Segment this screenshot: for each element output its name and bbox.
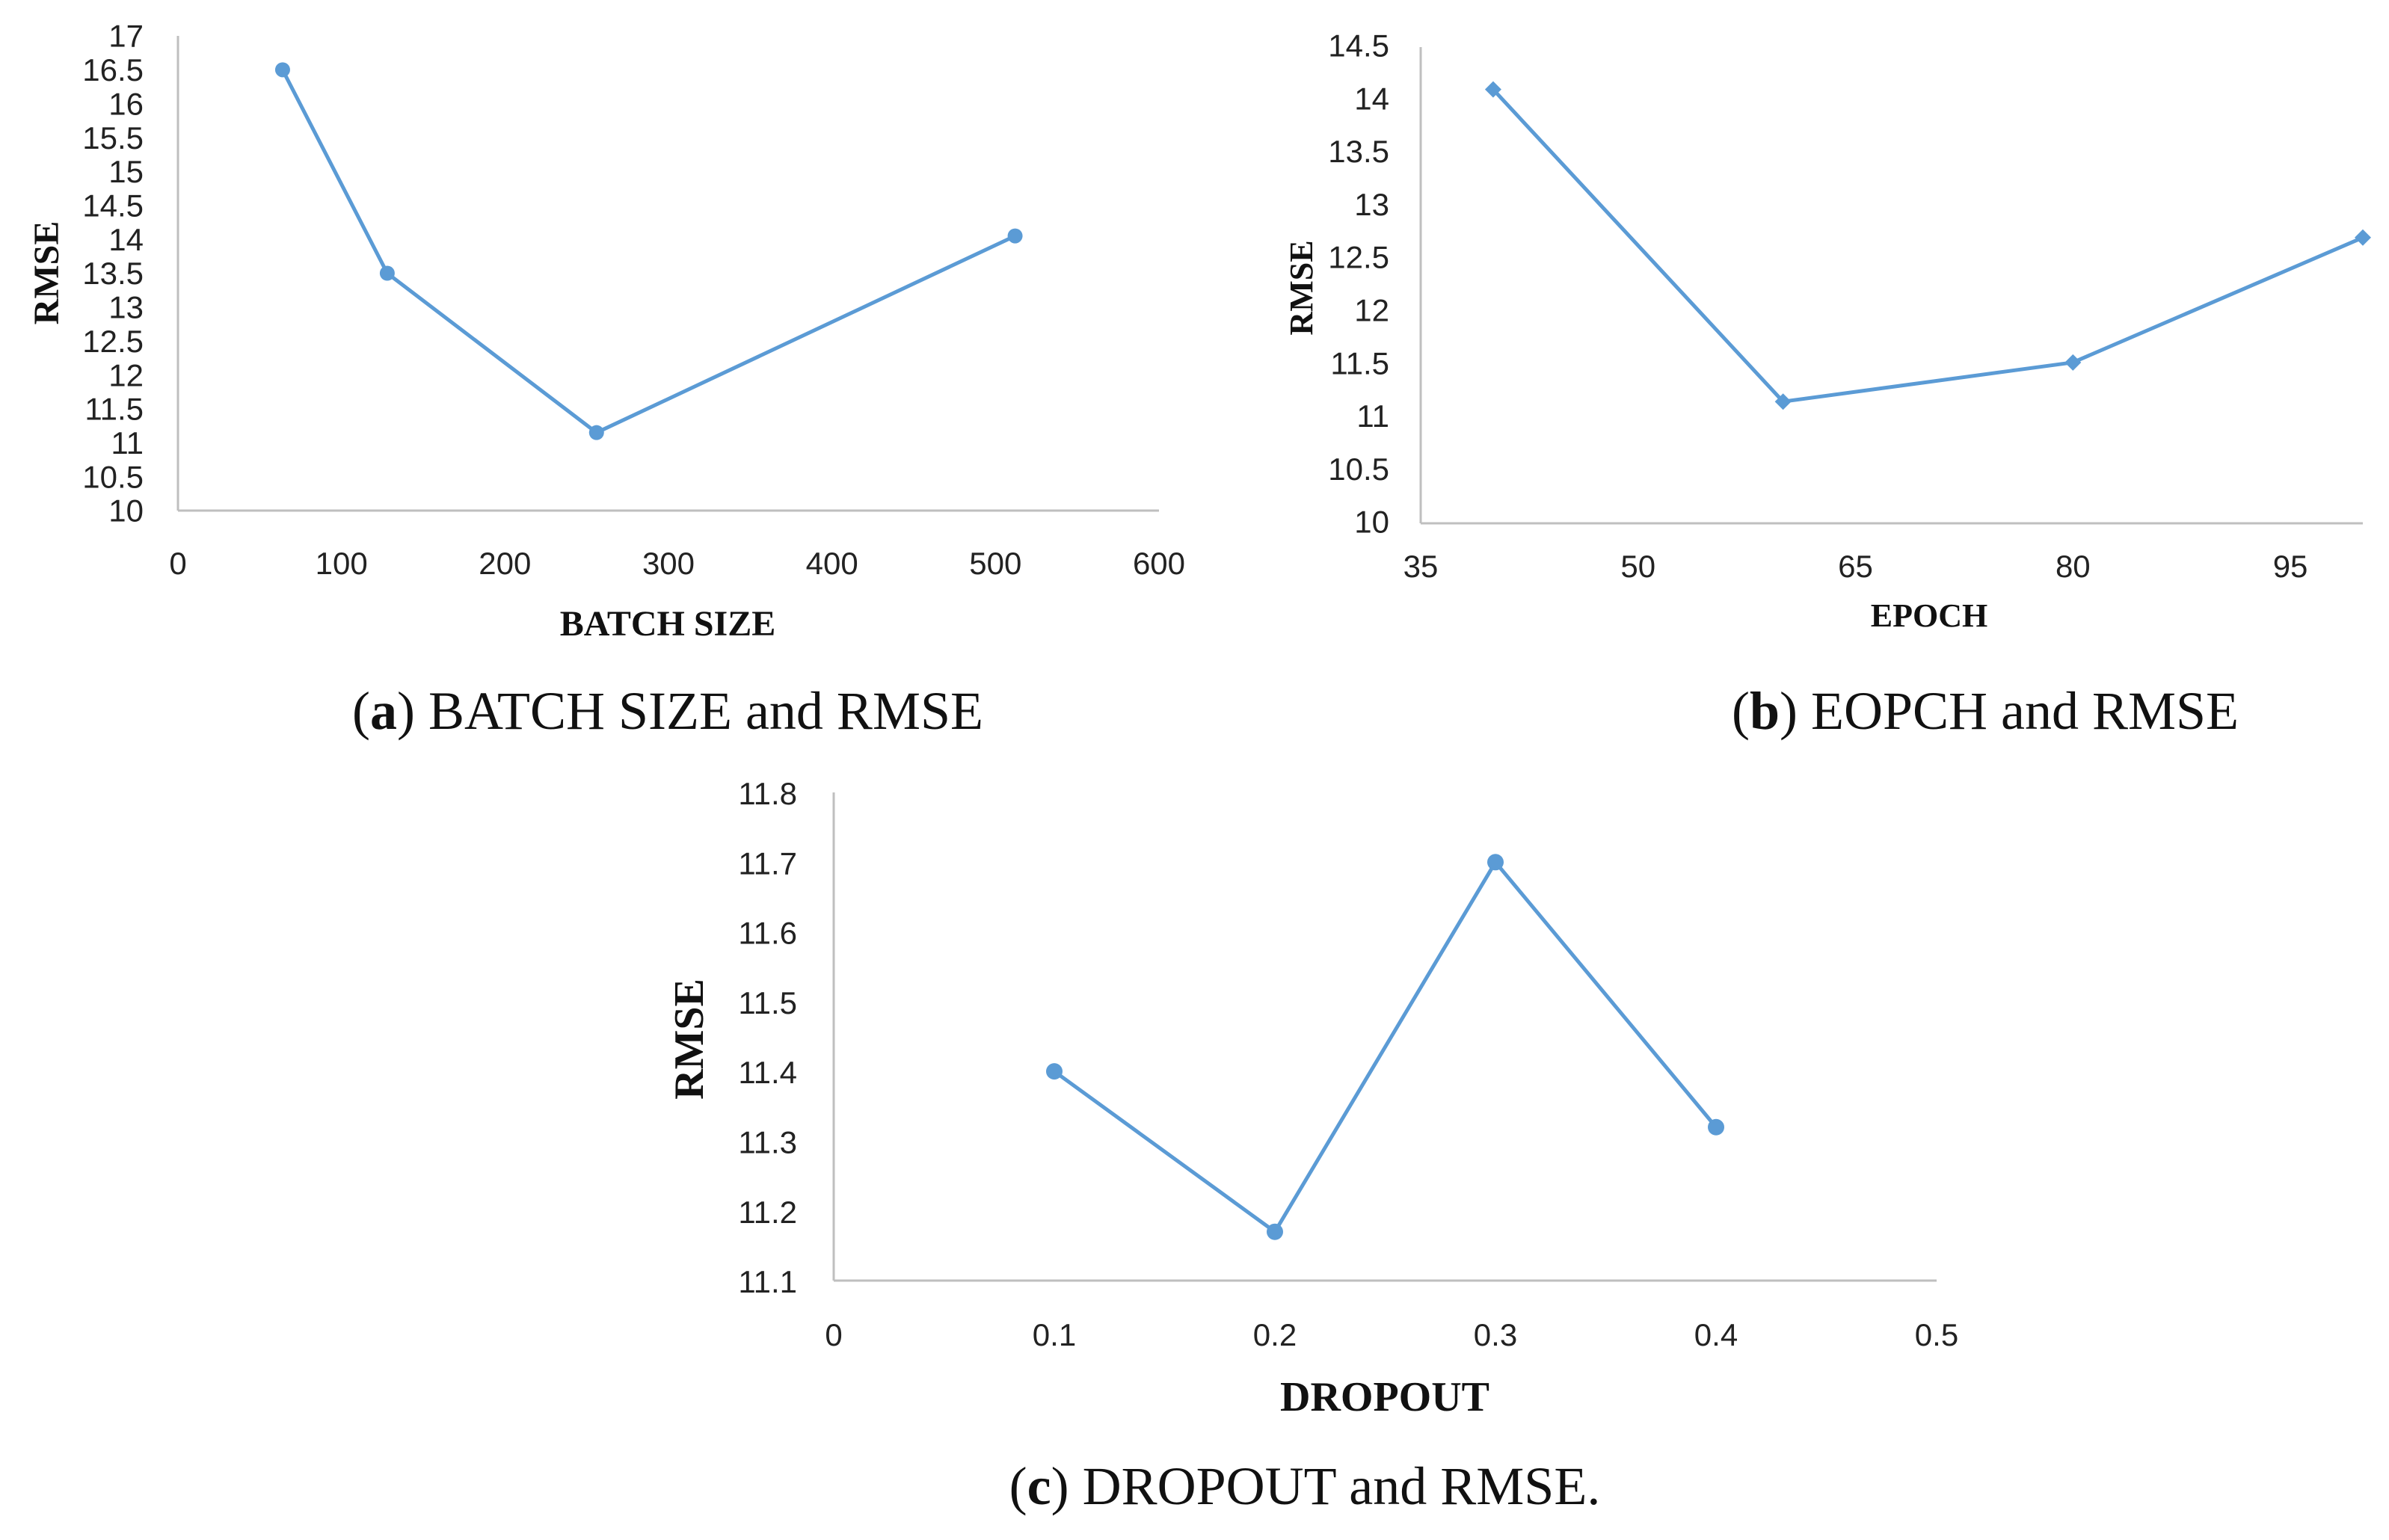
panel-c-x-tick-label: 0.1: [1033, 1317, 1076, 1352]
panel-b-plot-area: [1484, 81, 2371, 410]
panel-b-caption-text: EOPCH and RMSE: [1798, 681, 2239, 741]
panel-a-x-ticks: 0 100 200 300 400 500 600: [169, 546, 1185, 581]
panel-b-y-tick-label: 14.5: [1328, 28, 1389, 64]
panel-a-y-tick-label: 16: [108, 86, 144, 121]
panel-c-data-point: [1046, 1063, 1063, 1080]
panel-a-y-tick-label: 11: [111, 425, 144, 461]
panel-a-data-point: [1007, 228, 1023, 244]
panel-b-x-tick-label: 80: [2056, 549, 2091, 584]
panel-b-x-tick-label: 65: [1838, 549, 1873, 584]
panel-c-y-tick-label: 11.3: [738, 1125, 797, 1160]
panel-c-x-tick-label: 0.2: [1253, 1317, 1297, 1352]
panel-a-y-axis-title: RMSE: [27, 221, 67, 325]
panel-c-y-ticks: 11.1 11.2 11.3 11.4 11.5 11.6 11.7 11.8: [738, 776, 797, 1299]
panel-b-y-axis-title: RMSE: [1283, 240, 1320, 335]
panel-a-y-tick-label: 12.5: [82, 324, 144, 359]
panel-b-y-tick-label: 10: [1354, 505, 1389, 540]
panel-a-y-tick-label: 12: [108, 357, 144, 392]
panel-c-plot-area: [1046, 854, 1724, 1240]
panel-b-series-line: [1492, 87, 2364, 404]
panel-a-y-tick-label: 10.5: [82, 459, 144, 494]
panel-c-y-tick-label: 11.7: [738, 846, 797, 881]
panel-a-x-tick-label: 600: [1133, 546, 1185, 581]
panel-b-data-point: [2064, 354, 2082, 371]
panel-a-x-tick-label: 300: [642, 546, 695, 581]
panel-c-y-tick-label: 11.4: [738, 1055, 797, 1090]
panel-a-caption-text: BATCH SIZE and RMSE: [415, 681, 983, 741]
panel-b-caption: (b) EOPCH and RMSE: [1732, 681, 2239, 741]
panel-c-y-tick-label: 11.1: [738, 1264, 797, 1299]
panel-b-y-tick-label: 10.5: [1328, 452, 1389, 487]
panel-b-x-tick-label: 95: [2273, 549, 2308, 584]
panel-c-y-tick-label: 11.5: [738, 985, 797, 1020]
panel-a-x-tick-label: 400: [806, 546, 858, 581]
panel-c-series-line: [1053, 860, 1718, 1234]
panel-c: 11.1 11.2 11.3 11.4 11.5 11.6 11.7 11.8 0 0.1 0.2…: [666, 776, 1958, 1516]
panel-c-x-ticks: 0 0.1 0.2 0.3 0.4 0.5: [825, 1317, 1958, 1352]
panel-a-caption-letter: a: [370, 681, 397, 741]
panel-c-data-point: [1487, 854, 1504, 871]
panel-a-data-point: [379, 265, 395, 281]
panel-a-y-tick-label: 10: [108, 493, 144, 529]
panel-b-data-point: [1774, 393, 1792, 410]
panel-b-caption-letter: b: [1750, 681, 1780, 741]
panel-c-y-tick-label: 11.8: [738, 776, 797, 811]
panel-b-y-tick-label: 13: [1354, 187, 1389, 222]
panel-c-caption: (c) DROPOUT and RMSE.: [1009, 1456, 1601, 1516]
panel-c-x-axis-title: DROPOUT: [1280, 1374, 1489, 1420]
panel-a-y-tick-label: 14: [108, 222, 144, 257]
panel-a-y-tick-label: 13.5: [82, 256, 144, 291]
panel-b: 10 10.5 11 11.5 12 12.5 13 13.5 14 14.5 35 50 65 80 9…: [1283, 28, 2371, 741]
panel-b-y-tick-label: 12: [1354, 292, 1389, 327]
panel-a-caption: (a) BATCH SIZE and RMSE: [352, 681, 983, 741]
panel-a-series-line: [280, 69, 1016, 435]
panel-a-y-tick-label: 11.5: [84, 392, 144, 427]
panel-c-y-tick-label: 11.6: [738, 916, 797, 951]
panel-b-x-axis-title: EPOCH: [1871, 597, 1987, 634]
panel-b-x-ticks: 35 50 65 80 95: [1403, 549, 2308, 584]
panel-a: 1010.51111.51212.51313.51414.51515.51616…: [27, 19, 1185, 741]
panel-b-y-tick-label: 12.5: [1328, 240, 1389, 275]
panel-a-x-tick-label: 200: [479, 546, 531, 581]
panel-b-y-ticks: 10 10.5 11 11.5 12 12.5 13 13.5 14 14.5: [1328, 28, 1389, 540]
panel-a-data-point: [588, 425, 604, 440]
panel-c-x-tick-label: 0.3: [1474, 1317, 1517, 1352]
panel-a-y-tick-label: 13: [108, 290, 144, 325]
panel-c-data-point: [1267, 1223, 1283, 1240]
panel-c-data-point: [1708, 1118, 1724, 1136]
panel-c-x-tick-label: 0.4: [1694, 1317, 1738, 1352]
panel-b-y-tick-label: 11: [1356, 398, 1389, 434]
panel-b-data-point: [2355, 229, 2371, 246]
panel-a-data-point: [274, 62, 290, 78]
panel-a-y-tick-label: 16.5: [82, 52, 144, 87]
panel-a-y-tick-label: 15: [108, 154, 144, 189]
panel-a-x-tick-label: 100: [316, 546, 368, 581]
panel-c-caption-text: DROPOUT and RMSE.: [1069, 1456, 1601, 1516]
panel-b-x-tick-label: 50: [1620, 549, 1655, 584]
panel-a-x-axis-title: BATCH SIZE: [560, 604, 776, 644]
panel-a-y-tick-label: 15.5: [82, 120, 144, 155]
panel-c-x-tick-label: 0.5: [1915, 1317, 1958, 1352]
panel-a-x-tick-label: 0: [169, 546, 186, 581]
panel-b-y-tick-label: 13.5: [1328, 134, 1389, 169]
panel-c-y-tick-label: 11.2: [738, 1195, 797, 1230]
panel-c-y-axis-title: RMSE: [666, 979, 713, 1100]
panel-a-y-tick-label: 14.5: [82, 188, 144, 223]
panel-a-y-ticks: 1010.51111.51212.51313.51414.51515.51616…: [82, 19, 144, 529]
panel-b-y-tick-label: 11.5: [1330, 345, 1389, 381]
panel-b-x-tick-label: 35: [1403, 549, 1439, 584]
panel-c-caption-letter: c: [1027, 1456, 1051, 1516]
panel-c-x-tick-label: 0: [825, 1317, 842, 1352]
panel-b-y-tick-label: 14: [1354, 81, 1389, 116]
panel-a-plot-area: [274, 62, 1023, 440]
panel-a-x-tick-label: 500: [969, 546, 1021, 581]
panel-a-y-tick-label: 17: [108, 19, 144, 54]
panel-b-data-point: [1484, 81, 1501, 98]
